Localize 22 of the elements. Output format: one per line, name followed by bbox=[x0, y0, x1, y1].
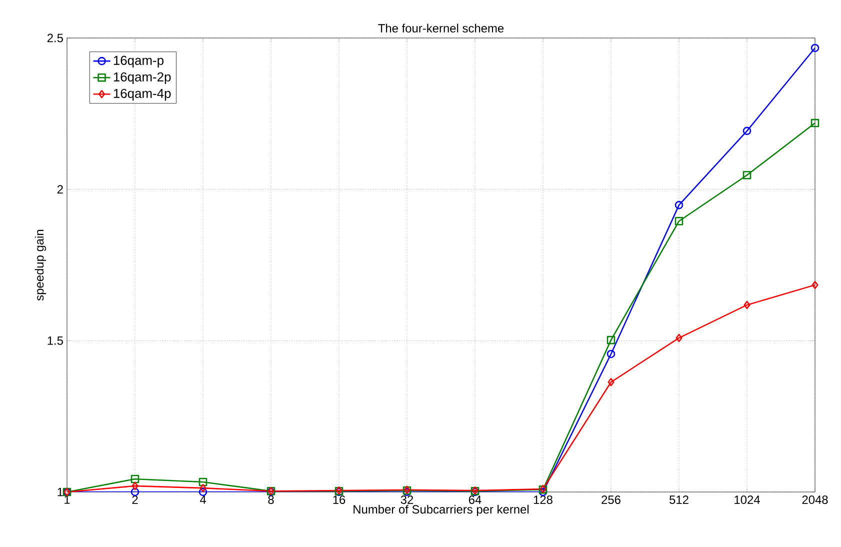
y-tick-label: 2.5 bbox=[47, 34, 63, 42]
x-axis-title: Number of Subcarriers per kernel bbox=[354, 504, 529, 516]
legend-label: 16qam-p bbox=[114, 56, 164, 68]
chart-title: The four-kernel scheme bbox=[378, 24, 504, 32]
y-tick-label: 1.5 bbox=[48, 336, 63, 345]
legend-label: 16qam-2p bbox=[114, 72, 171, 84]
x-tick-label: 1 bbox=[64, 496, 70, 504]
y-tick-label: 1 bbox=[58, 488, 63, 496]
x-tick-label: 32 bbox=[400, 496, 414, 504]
y-axis-title: speedup gain bbox=[34, 230, 46, 301]
x-tick-label: 2048 bbox=[802, 496, 828, 504]
x-tick-label: 512 bbox=[670, 496, 688, 504]
y-tick-label: 2 bbox=[57, 185, 63, 194]
x-tick-label: 1024 bbox=[734, 496, 760, 504]
x-tick-label: 8 bbox=[268, 496, 274, 504]
x-tick-label: 16 bbox=[333, 496, 346, 504]
x-tick-label: 2 bbox=[132, 496, 138, 504]
x-tick-label: 4 bbox=[200, 496, 206, 504]
x-tick-label: 64 bbox=[468, 496, 482, 504]
x-tick-label: 128 bbox=[534, 496, 552, 504]
legend-label: 16qam-4p bbox=[114, 88, 171, 101]
x-tick-label: 256 bbox=[602, 496, 620, 504]
